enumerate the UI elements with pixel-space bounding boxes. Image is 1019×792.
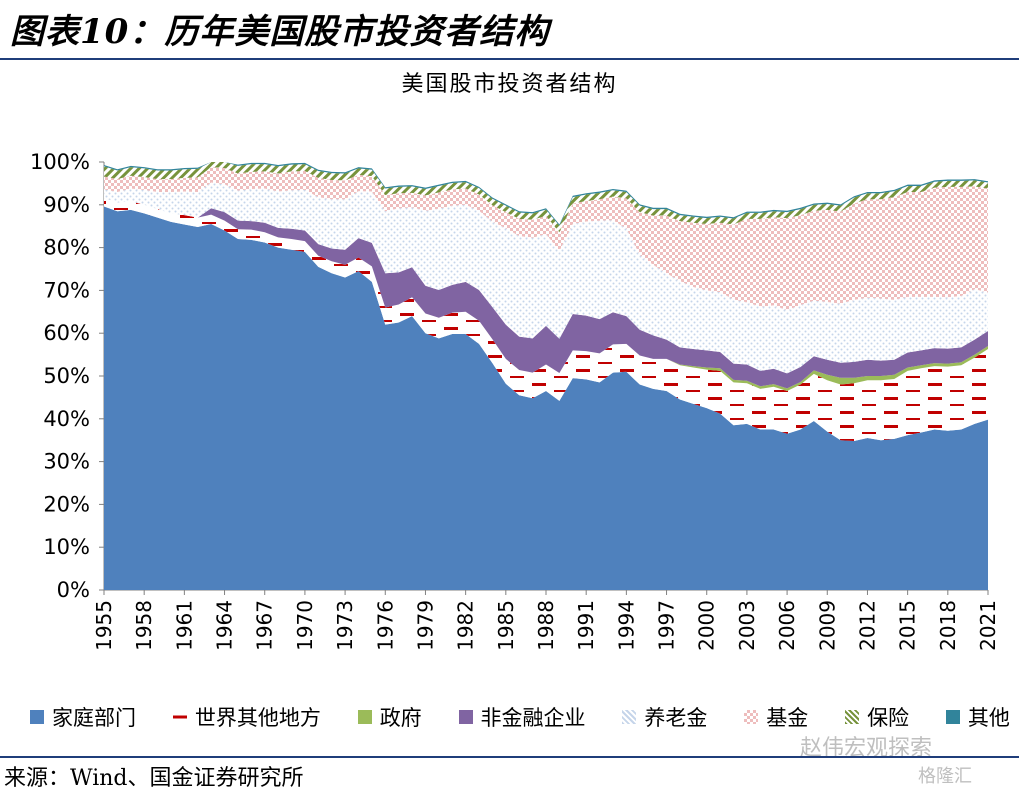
legend-label: 养老金 [644,706,708,730]
x-tick-label: 1988 [534,600,558,651]
legend-swatch-household [30,710,44,724]
y-tick-label: 60% [43,321,90,345]
x-tick-label: 1976 [373,600,397,651]
area-series-7 [104,162,988,226]
legend-swatch-other [945,710,960,724]
area-series-group [104,162,988,590]
y-tick-label: 50% [43,364,90,388]
watermark-logo: 格隆汇 [918,766,972,787]
legend-label: 基金 [766,706,809,730]
area-series-6 [104,162,988,233]
legend-item-pension: 养老金 [622,702,707,732]
x-tick-label: 1973 [333,600,357,651]
x-tick-label: 1997 [655,600,679,651]
y-tick-label: 70% [43,278,90,302]
legend-label: 政府 [379,706,422,730]
legend-label: 保险 [867,706,910,730]
legend-label: 家庭部门 [52,706,136,730]
x-tick-label: 1994 [614,600,638,651]
legend-swatch-insurance [845,710,860,724]
legend-swatch-government [357,710,372,724]
x-tick-label: 1970 [293,600,317,651]
y-tick-label: 10% [43,535,90,559]
header-title: 图表10：历年美国股市投资者结构 [10,12,550,52]
stacked-area-chart: 0% 10% 20% 30% 40% 50% 60% 70% 80% 90% 100% 1955 195… [30,150,1000,651]
page-header: 图表10：历年美国股市投资者结构 [0,0,1019,62]
chart-legend: 家庭部门 世界其他地方 政府 非金融企业 养老金 基金 保险 其他 [30,700,1010,734]
header-divider [0,58,1019,60]
legend-swatch-nonfinancial-corp [458,710,473,724]
x-tick-label: 2015 [896,600,920,651]
x-tick-label: 2018 [936,600,960,651]
x-tick-label: 1955 [92,600,116,651]
y-tick-label: 40% [43,407,90,431]
legend-item-government: 政府 [357,702,422,732]
area-series-5 [104,167,988,311]
x-tick-label: 1985 [494,600,518,651]
x-tick-label: 2012 [855,600,879,651]
tick-labels: 0% 10% 20% 30% 40% 50% 60% 70% 80% 90% 100% 1955 195… [30,150,1000,651]
x-tick-label: 1961 [172,600,196,651]
y-tick-label: 90% [43,193,90,217]
area-series-4 [104,182,988,374]
area-series-1 [104,197,988,442]
x-tick-label: 2009 [815,600,839,651]
source-note: 来源：Wind、国金证券研究所 [4,766,304,791]
x-tick-label: 1958 [132,600,156,651]
x-tick-label: 2003 [735,600,759,651]
chart-title: 美国股市投资者结构 [401,72,618,97]
legend-label: 非金融企业 [480,706,586,730]
area-series-0 [104,206,988,590]
x-tick-label: 2021 [976,600,1000,651]
legend-label: 世界其他地方 [194,706,321,730]
legend-item-funds: 基金 [744,702,808,732]
legend-swatch-rest-of-world [172,710,187,724]
x-tick-label: 1991 [574,600,598,651]
y-tick-label: 0% [57,578,90,602]
x-tick-label: 2006 [775,600,799,651]
legend-swatch-pension [622,710,637,724]
y-tick-label: 30% [43,450,90,474]
legend-item-rest-of-world: 世界其他地方 [172,702,321,732]
y-tick-label: 100% [30,150,90,174]
legend-label: 其他 [967,706,1010,730]
legend-item-household: 家庭部门 [30,702,136,732]
x-tick-label: 2000 [695,600,719,651]
y-tick-label: 80% [43,236,90,260]
legend-item-insurance: 保险 [845,702,909,732]
legend-item-other: 其他 [945,702,1010,732]
y-tick-label: 20% [43,492,90,516]
x-tick-label: 1982 [454,600,478,651]
footer-divider [0,756,1019,758]
area-series-3 [104,197,988,389]
legend-swatch-funds [744,710,759,724]
legend-item-nonfinancial-corp: 非金融企业 [458,702,586,732]
x-tick-label: 1967 [253,600,277,651]
x-tick-label: 1979 [413,600,437,651]
x-tick-label: 1964 [213,600,237,651]
